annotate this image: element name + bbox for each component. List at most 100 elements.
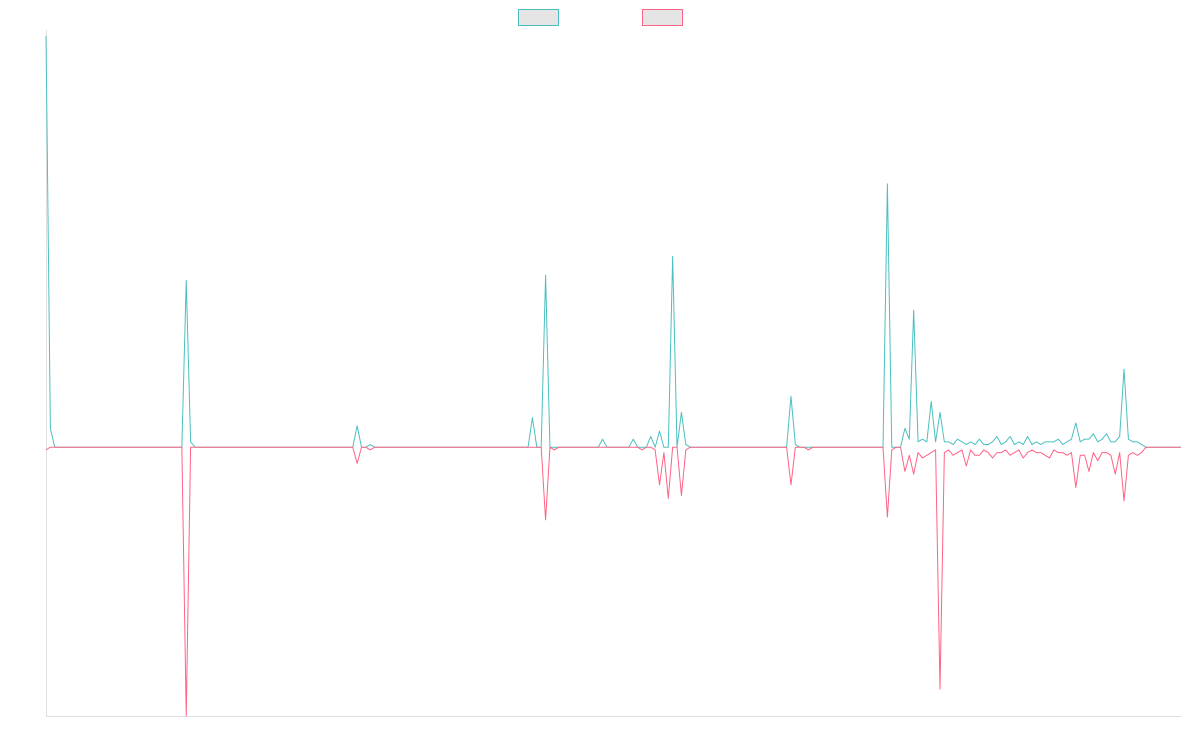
data-point[interactable] [653, 447, 658, 452]
data-point[interactable] [933, 439, 938, 444]
data-point[interactable] [1043, 439, 1048, 444]
data-point[interactable] [876, 445, 881, 450]
data-point[interactable] [859, 445, 864, 450]
data-point[interactable] [504, 445, 509, 450]
data-point[interactable] [1148, 445, 1153, 450]
data-point[interactable] [648, 445, 653, 450]
data-point[interactable] [889, 447, 894, 452]
data-point[interactable] [683, 442, 688, 447]
data-point[interactable] [999, 442, 1004, 447]
data-point[interactable] [784, 445, 789, 450]
data-point[interactable] [552, 447, 557, 452]
data-point[interactable] [1117, 450, 1122, 455]
data-point[interactable] [232, 445, 237, 450]
data-point[interactable] [153, 445, 158, 450]
data-point[interactable] [1100, 437, 1105, 442]
data-point[interactable] [1179, 445, 1184, 450]
data-point[interactable] [639, 447, 644, 452]
data-point[interactable] [48, 445, 53, 450]
data-point[interactable] [324, 445, 329, 450]
data-point[interactable] [131, 445, 136, 450]
data-point[interactable] [806, 447, 811, 452]
data-point[interactable] [1021, 442, 1026, 447]
data-point[interactable] [994, 450, 999, 455]
data-point[interactable] [451, 445, 456, 450]
data-point[interactable] [175, 445, 180, 450]
data-point[interactable] [670, 254, 675, 259]
data-point[interactable] [727, 445, 732, 450]
data-point[interactable] [635, 445, 640, 450]
data-point[interactable] [907, 437, 912, 442]
data-point[interactable] [1104, 431, 1109, 436]
data-point[interactable] [574, 445, 579, 450]
data-point[interactable] [626, 445, 631, 450]
data-point[interactable] [1082, 437, 1087, 442]
data-point[interactable] [1056, 437, 1061, 442]
data-point[interactable] [105, 445, 110, 450]
data-point[interactable] [837, 445, 842, 450]
data-point[interactable] [561, 445, 566, 450]
legend[interactable] [518, 9, 683, 26]
data-point[interactable] [740, 445, 745, 450]
data-point[interactable] [911, 308, 916, 313]
data-point[interactable] [144, 445, 149, 450]
data-point[interactable] [990, 439, 995, 444]
data-point[interactable] [241, 445, 246, 450]
data-point[interactable] [591, 445, 596, 450]
data-point[interactable] [368, 447, 373, 452]
data-point[interactable] [1008, 453, 1013, 458]
data-point[interactable] [775, 445, 780, 450]
data-point[interactable] [631, 445, 636, 450]
data-point[interactable] [1152, 445, 1157, 450]
data-point[interactable] [937, 687, 942, 692]
data-point[interactable] [1130, 450, 1135, 455]
data-point[interactable] [1139, 442, 1144, 447]
data-point[interactable] [429, 445, 434, 450]
data-point[interactable] [87, 445, 92, 450]
data-point[interactable] [824, 445, 829, 450]
data-point[interactable] [1051, 439, 1056, 444]
data-point[interactable] [521, 445, 526, 450]
data-point[interactable] [916, 439, 921, 444]
data-point[interactable] [736, 445, 741, 450]
data-point[interactable] [1016, 439, 1021, 444]
data-point[interactable] [999, 450, 1004, 455]
data-point[interactable] [1122, 498, 1127, 503]
data-point[interactable] [670, 445, 675, 450]
data-point[interactable] [951, 453, 956, 458]
data-point[interactable] [188, 439, 193, 444]
data-point[interactable] [328, 445, 333, 450]
data-point[interactable] [1025, 434, 1030, 439]
data-point[interactable] [596, 445, 601, 450]
data-point[interactable] [1038, 442, 1043, 447]
data-point[interactable] [271, 445, 276, 450]
data-point[interactable] [569, 445, 574, 450]
data-point[interactable] [583, 445, 588, 450]
data-point[interactable] [1073, 485, 1078, 490]
data-point[interactable] [298, 445, 303, 450]
data-point[interactable] [1069, 450, 1074, 455]
data-point[interactable] [600, 437, 605, 442]
data-point[interactable] [609, 445, 614, 450]
data-point[interactable] [692, 445, 697, 450]
data-point[interactable] [661, 450, 666, 455]
data-point[interactable] [986, 450, 991, 455]
data-point[interactable] [267, 445, 272, 450]
data-point[interactable] [1021, 455, 1026, 460]
data-point[interactable] [79, 445, 84, 450]
data-point[interactable] [587, 445, 592, 450]
data-point[interactable] [1047, 455, 1052, 460]
data-point[interactable] [469, 445, 474, 450]
data-point[interactable] [1113, 472, 1118, 477]
data-point[interactable] [964, 442, 969, 447]
data-point[interactable] [990, 455, 995, 460]
data-point[interactable] [986, 442, 991, 447]
data-point[interactable] [1078, 453, 1083, 458]
data-point[interactable] [1174, 445, 1179, 450]
data-point[interactable] [1034, 439, 1039, 444]
data-point[interactable] [710, 445, 715, 450]
data-point[interactable] [315, 445, 320, 450]
data-point[interactable] [701, 445, 706, 450]
legend-swatch-series-2[interactable] [642, 9, 683, 26]
data-point[interactable] [416, 445, 421, 450]
